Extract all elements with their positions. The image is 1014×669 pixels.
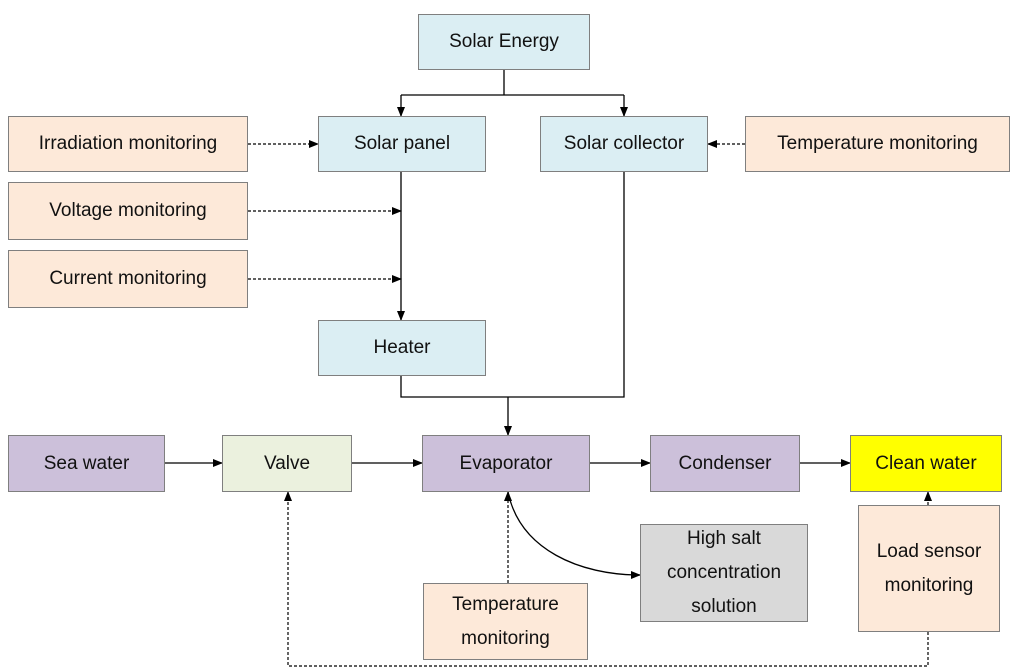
condenser: Condenser bbox=[650, 435, 800, 492]
sea-water: Sea water bbox=[8, 435, 165, 492]
voltage-monitoring: Voltage monitoring bbox=[8, 182, 248, 240]
high-salt-solution: High salt concentration solution bbox=[640, 524, 808, 622]
temperature-monitoring: Temperature monitoring bbox=[745, 116, 1010, 172]
current-monitoring: Current monitoring bbox=[8, 250, 248, 308]
temperature-monitoring: Temperature monitoring bbox=[423, 583, 588, 660]
connector bbox=[400, 172, 625, 398]
irradiation-monitoring: Irradiation monitoring bbox=[8, 116, 248, 172]
evaporator: Evaporator bbox=[422, 435, 590, 492]
valve: Valve bbox=[222, 435, 352, 492]
load-sensor-monitoring: Load sensor monitoring bbox=[858, 505, 1000, 632]
solar-collector: Solar collector bbox=[540, 116, 708, 172]
solar-panel: Solar panel bbox=[318, 116, 486, 172]
dashed-arrow bbox=[284, 491, 929, 667]
heater: Heater bbox=[318, 320, 486, 376]
connector bbox=[401, 70, 624, 96]
clean-water: Clean water bbox=[850, 435, 1002, 492]
solar-energy: Solar Energy bbox=[418, 14, 590, 70]
curved-arrow bbox=[507, 491, 641, 579]
